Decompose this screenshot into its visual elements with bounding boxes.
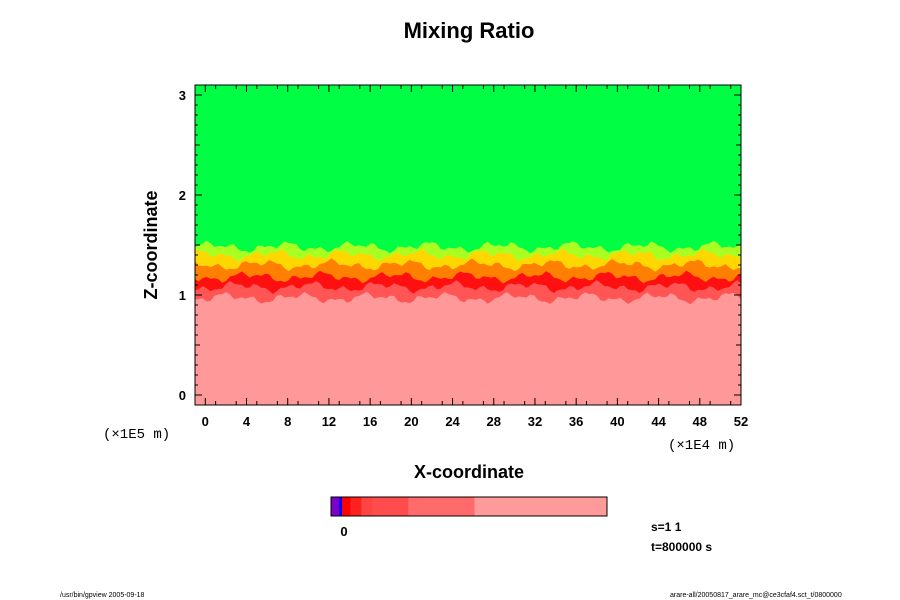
x-tick-label: 40 [610, 414, 624, 429]
footer-left: /usr/bin/gpview 2005-09-18 [60, 592, 145, 599]
x-tick-label: 28 [487, 414, 501, 429]
y-tick-label: 2 [179, 188, 186, 203]
x-tick-label: 24 [445, 414, 460, 429]
y-axis-unit: (×1E5 m) [103, 427, 170, 443]
x-tick-label: 20 [404, 414, 418, 429]
colorbar-segment [474, 497, 608, 516]
y-tick-label: 3 [179, 88, 186, 103]
x-tick-label: 44 [651, 414, 666, 429]
x-tick-label: 48 [693, 414, 707, 429]
x-axis-label: X-coordinate [414, 462, 524, 482]
x-tick-label: 8 [284, 414, 291, 429]
colorbar-segment [339, 497, 343, 516]
x-tick-label: 12 [322, 414, 336, 429]
field-layer-background [195, 291, 741, 405]
colorbar-segment [372, 497, 409, 516]
colorbar-tick-label: 0 [340, 524, 347, 539]
x-tick-label: 0 [202, 414, 209, 429]
y-axis-label: Z-coordinate [141, 190, 161, 299]
chart-title: Mixing Ratio [404, 18, 535, 43]
x-tick-label: 16 [363, 414, 377, 429]
slice-info: s=1 1 [651, 520, 682, 534]
colorbar: 0 [330, 496, 608, 539]
y-tick-label: 1 [179, 288, 186, 303]
colorbar-segment [361, 497, 373, 516]
colorbar-segments [331, 497, 608, 516]
colorbar-segment [331, 497, 340, 516]
y-tick-label: 0 [179, 388, 186, 403]
time-info: t=800000 s [651, 540, 712, 554]
x-tick-label: 4 [243, 414, 251, 429]
colorbar-frame [330, 496, 608, 517]
x-tick-label: 52 [734, 414, 748, 429]
colorbar-segment [342, 497, 351, 516]
x-tick-label: 36 [569, 414, 583, 429]
colorbar-segment [350, 497, 362, 516]
colorbar-segment [408, 497, 476, 516]
mixing-ratio-field [195, 85, 741, 405]
x-tick-label: 32 [528, 414, 542, 429]
footer-right: arare-all/20050817_arare_mc@ce3cfaf4.sct… [670, 592, 842, 599]
x-axis-unit: (×1E4 m) [668, 438, 735, 454]
